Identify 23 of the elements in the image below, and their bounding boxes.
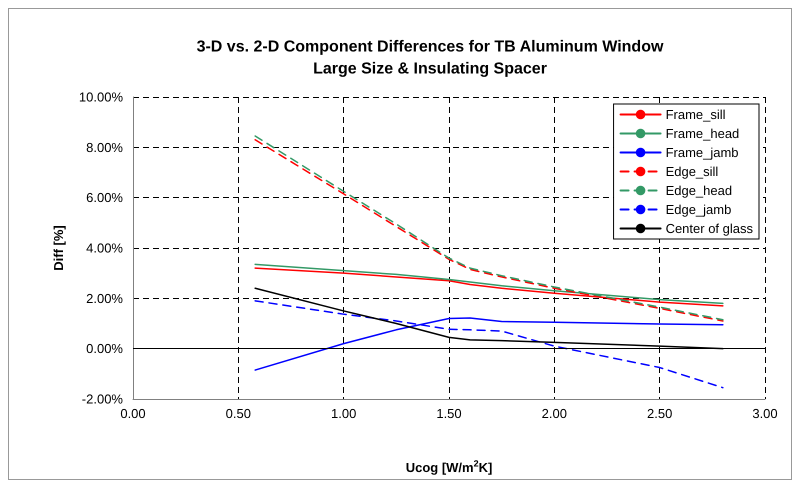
legend-label: Edge_head [666,183,732,198]
legend-label: Frame_sill [666,107,726,122]
legend-label: Edge_jamb [666,202,732,217]
x-tick-label: 1.50 [436,406,462,421]
legend-label: Edge_sill [666,164,718,179]
legend-label: Center of glass [666,221,754,236]
chart-title: 3-D vs. 2-D Component Differences for TB Aluminum Window Large Size & Insulating Spacer [196,38,664,78]
x-tick-label: 0.00 [120,406,146,421]
x-tick-label: 3.00 [752,406,778,421]
y-tick-label: 10.00% [78,90,124,104]
x-tick-label: 2.00 [542,406,567,421]
y-tick-label: 6.00% [86,190,124,206]
x-tick-label: 2.50 [647,406,672,421]
y-tick-label: -2.00% [82,392,124,406]
legend-label: Frame_jamb [666,145,739,160]
y-tick-label: 4.00% [86,240,124,256]
y-axis-title: Diff [%] [51,225,66,271]
y-tick-label: 8.00% [86,140,124,155]
y-tick-label: 2.00% [86,290,124,306]
y-tick-label: 0.00% [86,341,124,356]
legend-label: Frame_head [666,126,740,141]
x-tick-label: 0.50 [226,406,251,421]
x-tick-label: 1.00 [331,406,356,421]
